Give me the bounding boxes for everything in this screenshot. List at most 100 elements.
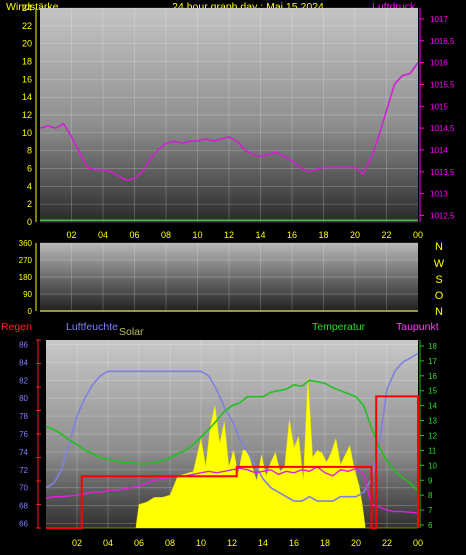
top-x-tick-04: 04 bbox=[98, 230, 108, 240]
wind-y-tick-12: 12 bbox=[22, 110, 32, 120]
direction-y-tick-360: 360 bbox=[19, 239, 33, 248]
humidity-y-tick-80: 80 bbox=[19, 394, 28, 403]
pressure-y-tick-1015: 1015 bbox=[430, 102, 448, 111]
humidity-y-tick-78: 78 bbox=[19, 412, 28, 421]
top-panel-series bbox=[39, 62, 419, 221]
wind-y-tick-18: 18 bbox=[22, 57, 32, 67]
wind-y-tick-14: 14 bbox=[22, 92, 32, 102]
pressure-y-tick-1013,5: 1013,5 bbox=[430, 168, 455, 177]
wind-y-tick-16: 16 bbox=[22, 74, 32, 84]
temperature-y-tick-7: 7 bbox=[428, 506, 433, 515]
pressure-y-tick-1015,5: 1015,5 bbox=[430, 80, 455, 89]
series-luftfeuchte bbox=[45, 352, 419, 502]
humidity-y-tick-68: 68 bbox=[19, 502, 28, 511]
humidity-y-tick-82: 82 bbox=[19, 376, 28, 385]
bot-x-tick-16: 16 bbox=[289, 538, 299, 548]
pressure-y-tick-1014,5: 1014,5 bbox=[430, 124, 455, 133]
humidity-y-tick-74: 74 bbox=[19, 448, 28, 457]
top-x-tick-08: 08 bbox=[161, 230, 171, 240]
wind-y-tick-6: 6 bbox=[27, 164, 32, 174]
wind-y-tick-2: 2 bbox=[27, 199, 32, 209]
temperature-y-tick-17: 17 bbox=[428, 357, 437, 366]
top-x-tick-12: 12 bbox=[224, 230, 234, 240]
pressure-y-tick-1017: 1017 bbox=[430, 15, 448, 24]
series-solar bbox=[46, 377, 418, 529]
direction-y-tick-0: 0 bbox=[28, 307, 33, 316]
bot-x-tick-02: 02 bbox=[72, 538, 82, 548]
direction-label-w: W bbox=[434, 258, 445, 270]
top-panel-background bbox=[40, 8, 418, 222]
temperature-y-tick-8: 8 bbox=[428, 491, 433, 500]
top-x-tick-10: 10 bbox=[192, 230, 202, 240]
temperature-y-tick-14: 14 bbox=[428, 402, 437, 411]
bot-x-tick-12: 12 bbox=[227, 538, 237, 548]
pressure-y-tick-1016,5: 1016,5 bbox=[430, 37, 455, 46]
series-luftdruck bbox=[39, 62, 419, 182]
humidity-y-tick-76: 76 bbox=[19, 430, 28, 439]
wind-y-tick-24: 24 bbox=[22, 3, 32, 13]
temperature-y-tick-18: 18 bbox=[428, 342, 437, 351]
direction-y-tick-90: 90 bbox=[23, 290, 32, 299]
bot-x-tick-10: 10 bbox=[196, 538, 206, 548]
temperature-y-tick-15: 15 bbox=[428, 387, 437, 396]
dewpoint-axis-title: Taupunkt bbox=[396, 321, 439, 333]
top-x-tick-18: 18 bbox=[318, 230, 328, 240]
humidity-y-tick-70: 70 bbox=[19, 484, 28, 493]
direction-label-n-bottom: N bbox=[435, 306, 443, 318]
humidity-axis-title: Luftfeuchte bbox=[66, 321, 118, 333]
bot-x-tick-08: 08 bbox=[165, 538, 175, 548]
series-temperatur bbox=[45, 379, 419, 492]
bot-x-tick-00: 00 bbox=[413, 538, 423, 548]
temperature-y-tick-16: 16 bbox=[428, 372, 437, 381]
direction-y-tick-180: 180 bbox=[19, 273, 33, 282]
axes-and-ticks: 0246810121416182022241012,510131013,5101… bbox=[19, 3, 455, 548]
wind-y-tick-22: 22 bbox=[22, 21, 32, 31]
bot-x-tick-18: 18 bbox=[320, 538, 330, 548]
wind-y-tick-0: 0 bbox=[27, 217, 32, 227]
rain-axis-title: Regen bbox=[1, 321, 32, 333]
bot-x-tick-06: 06 bbox=[134, 538, 144, 548]
wind-y-tick-10: 10 bbox=[22, 128, 32, 138]
bot-x-tick-14: 14 bbox=[258, 538, 268, 548]
top-x-tick-16: 16 bbox=[287, 230, 297, 240]
top-x-tick-00: 00 bbox=[413, 230, 423, 240]
direction-labels: N W S O N bbox=[434, 241, 445, 318]
wind-y-tick-20: 20 bbox=[22, 39, 32, 49]
top-x-tick-20: 20 bbox=[350, 230, 360, 240]
pressure-y-tick-1013: 1013 bbox=[430, 190, 448, 199]
wind-y-tick-8: 8 bbox=[27, 146, 32, 156]
pressure-y-tick-1016: 1016 bbox=[430, 59, 448, 68]
solar-legend-label: Solar bbox=[119, 326, 144, 338]
bot-x-tick-20: 20 bbox=[351, 538, 361, 548]
direction-label-n-top: N bbox=[435, 241, 443, 253]
humidity-y-tick-66: 66 bbox=[19, 520, 28, 529]
direction-label-s: S bbox=[435, 274, 442, 286]
temperature-y-tick-13: 13 bbox=[428, 417, 437, 426]
direction-panel-background bbox=[40, 243, 418, 311]
bot-x-tick-22: 22 bbox=[382, 538, 392, 548]
direction-y-tick-270: 270 bbox=[19, 256, 33, 265]
top-x-tick-22: 22 bbox=[381, 230, 391, 240]
bot-x-tick-04: 04 bbox=[103, 538, 113, 548]
top-x-tick-14: 14 bbox=[255, 230, 265, 240]
humidity-y-tick-72: 72 bbox=[19, 466, 28, 475]
humidity-y-tick-86: 86 bbox=[19, 340, 28, 349]
bottom-panel-series bbox=[45, 352, 419, 529]
temperature-y-tick-11: 11 bbox=[428, 446, 437, 455]
wind-y-tick-4: 4 bbox=[27, 181, 32, 191]
temperature-axis-title: Temperatur bbox=[312, 321, 366, 333]
top-x-tick-06: 06 bbox=[129, 230, 139, 240]
pressure-y-tick-1014: 1014 bbox=[430, 146, 448, 155]
temperature-y-tick-9: 9 bbox=[428, 476, 433, 485]
temperature-y-tick-6: 6 bbox=[428, 521, 433, 530]
humidity-y-tick-84: 84 bbox=[19, 358, 28, 367]
pressure-y-tick-1012,5: 1012,5 bbox=[430, 211, 455, 220]
temperature-y-tick-12: 12 bbox=[428, 431, 437, 440]
series-taupunkt bbox=[45, 465, 419, 514]
direction-label-o: O bbox=[435, 290, 444, 302]
temperature-y-tick-10: 10 bbox=[428, 461, 437, 470]
top-panel-grid bbox=[40, 7, 418, 223]
series-regen bbox=[46, 395, 419, 529]
top-x-tick-02: 02 bbox=[66, 230, 76, 240]
